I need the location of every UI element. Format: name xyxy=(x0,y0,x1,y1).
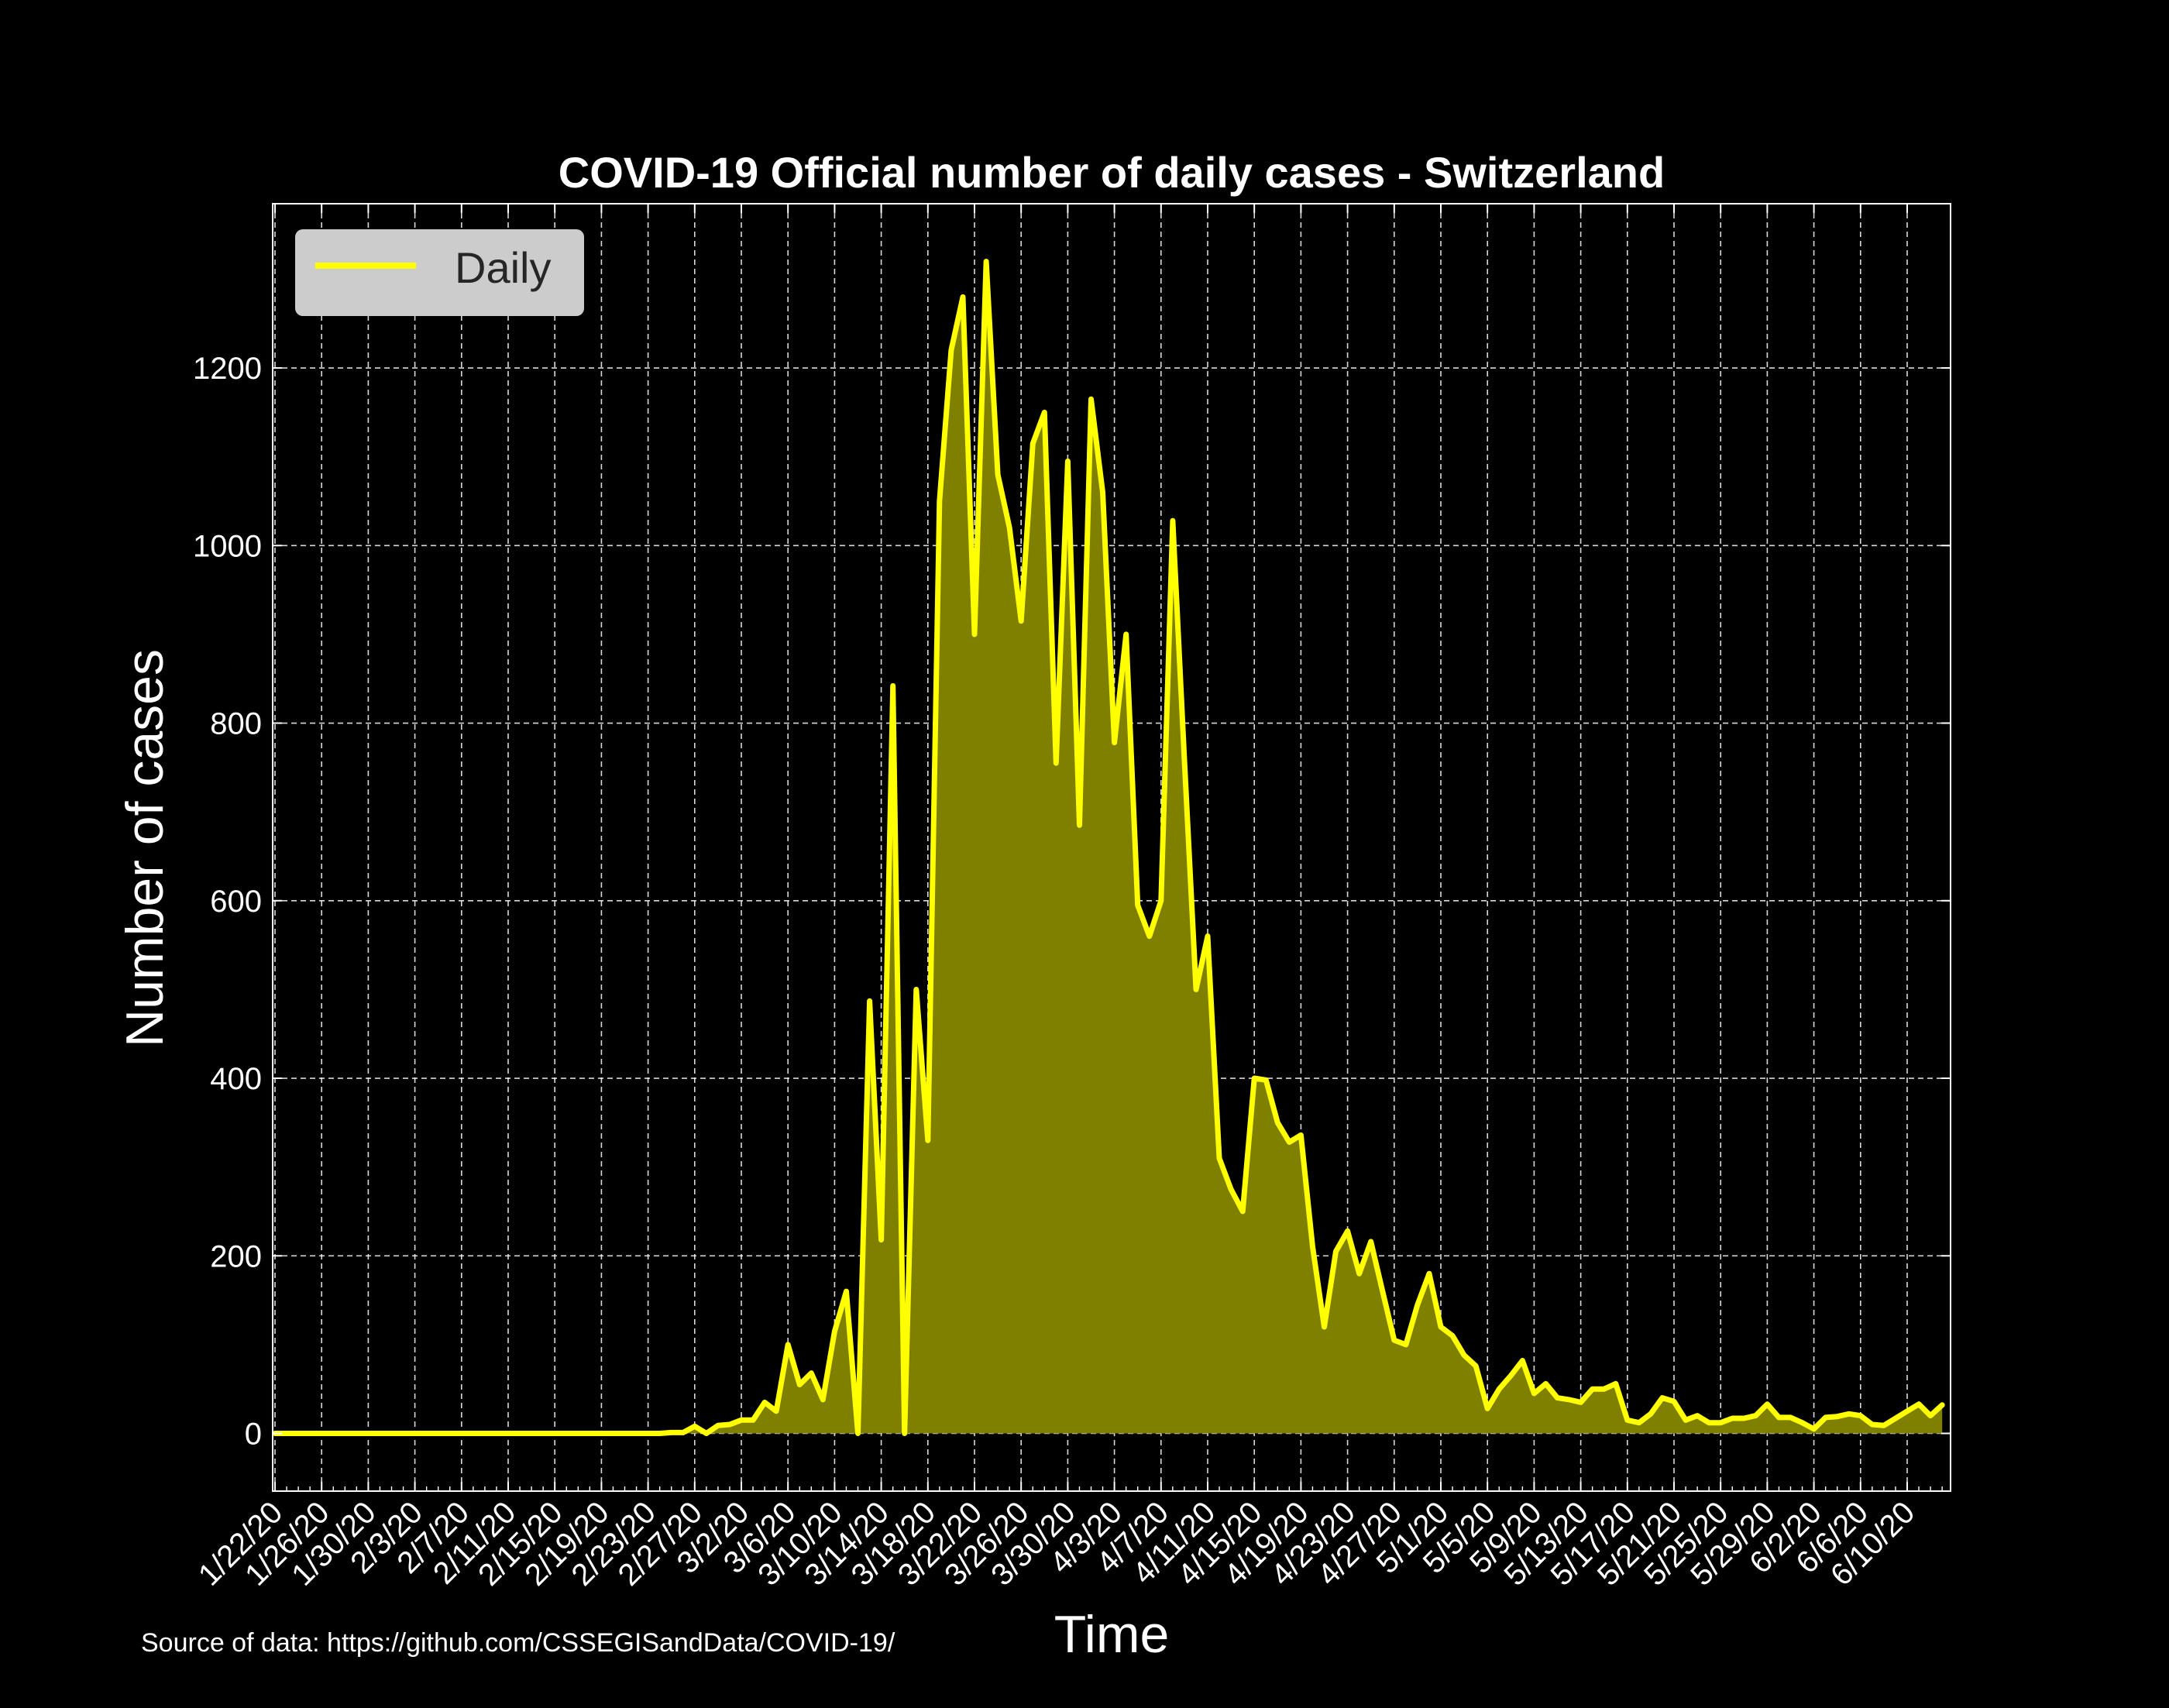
series-line-daily xyxy=(272,259,1945,1436)
legend-box xyxy=(295,229,584,316)
plot-data xyxy=(272,196,1998,1499)
y-tick-label: 0 xyxy=(245,1417,262,1451)
y-axis-label: Number of cases xyxy=(115,649,174,1047)
y-tick-label: 1200 xyxy=(193,352,262,386)
y-tick-label: 200 xyxy=(210,1239,262,1273)
plot-frame xyxy=(272,203,1951,1492)
plot-clip-right xyxy=(1951,196,1998,1499)
labels: COVID-19 Official number of daily cases … xyxy=(115,148,1665,1664)
legend: Daily xyxy=(295,229,584,316)
chart-title: COVID-19 Official number of daily cases … xyxy=(559,148,1665,197)
grid xyxy=(273,204,1951,1491)
source-note: Source of data: https://github.com/CSSEG… xyxy=(141,1628,895,1658)
x-axis-label: Time xyxy=(1054,1605,1170,1664)
y-tick-label: 600 xyxy=(210,885,262,919)
legend-label-daily: Daily xyxy=(455,243,551,292)
series-area-daily xyxy=(275,261,1943,1434)
y-tick-label: 400 xyxy=(210,1062,262,1096)
y-tick-label: 1000 xyxy=(193,529,262,563)
y-tick-label: 800 xyxy=(210,707,262,741)
